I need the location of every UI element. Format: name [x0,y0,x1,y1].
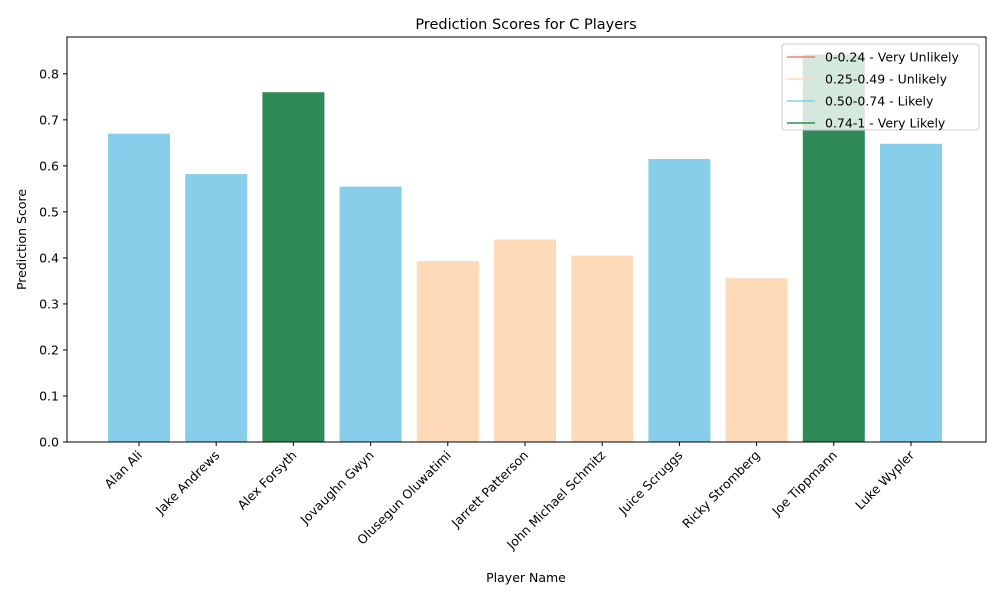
bar [262,92,325,443]
y-tick-label: 0.3 [39,296,59,311]
bar [571,255,634,442]
bar [108,133,170,443]
y-tick-label: 0.7 [39,112,59,127]
plot-frame [66,36,987,443]
y-tick-label: 0.5 [39,204,59,219]
legend-box [781,43,980,131]
y-axis-label: Prediction Score [14,189,29,290]
legend-label: 0.50-0.74 - Likely [825,94,934,109]
bar [416,261,479,442]
y-axis: 0.0 0.1 0.2 0.3 0.4 0.5 0.6 0.7 0.8 [39,66,67,450]
bars-group [108,54,942,443]
bar [880,143,942,443]
x-axis-label: Player Name [486,570,566,585]
bar [339,186,402,442]
bar [648,158,711,443]
legend-label: 0-0.24 - Very Unlikely [825,50,960,65]
y-tick-label: 0.1 [39,388,59,403]
bar [494,239,556,442]
y-tick-label: 0.6 [39,158,59,173]
bar [725,278,788,442]
y-tick-label: 0.4 [39,250,59,265]
legend-label: 0.25-0.49 - Unlikely [825,72,948,87]
y-tick-label: 0.8 [39,66,59,81]
chart-title: Prediction Scores for C Players [415,17,636,33]
legend: 0-0.24 - Very Unlikely 0.25-0.49 - Unlike… [781,43,980,131]
bar [185,174,248,443]
y-tick-label: 0.0 [39,435,59,450]
legend-label: 0.74-1 - Very Likely [825,116,946,131]
y-tick-label: 0.2 [39,342,59,357]
